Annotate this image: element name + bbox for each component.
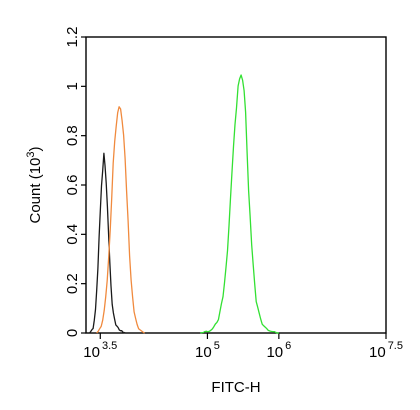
y-tick-label: 0 [64,329,81,337]
y-axis: 0 0.2 0.4 0.6 0.8 1 1.2 [64,27,86,337]
y-tick-label: 0.6 [64,175,81,196]
y-axis-title-close: ) [27,147,44,152]
y-axis-title-main: Count (10 [27,158,44,224]
series-group [89,74,279,334]
x-tick-label: 10 3.5 [83,340,117,361]
x-tick-label: 10 5 [195,340,220,361]
y-tick-label: 0.8 [64,125,81,146]
x-tick-label: 10 7.5 [369,340,403,361]
x-tick-base: 10 [195,344,212,361]
plot-frame [85,36,387,334]
y-tick-label: 1.2 [64,27,81,48]
x-tick-exponent: 5 [214,340,220,352]
series-line-2 [96,106,145,334]
x-tick-base: 10 [369,344,386,361]
y-tick-label: 1 [64,82,81,90]
y-tick-label: 0.4 [64,224,81,245]
x-tick-exponent: 7.5 [388,340,403,352]
series-line-1 [89,152,126,334]
x-axis: 10 3.5 10 5 10 6 10 7.5 [83,333,403,361]
y-axis-title: Count (103) [25,147,44,224]
y-tick-label: 0.2 [64,273,81,294]
y-axis-title-exponent: 3 [25,152,37,158]
x-tick-label: 10 6 [266,340,291,361]
x-tick-base: 10 [266,344,283,361]
x-tick-exponent: 3.5 [102,340,117,352]
series-line-3 [200,74,279,334]
x-tick-base: 10 [83,344,100,361]
x-axis-title: FITC-H [211,379,260,396]
x-tick-exponent: 6 [285,340,291,352]
